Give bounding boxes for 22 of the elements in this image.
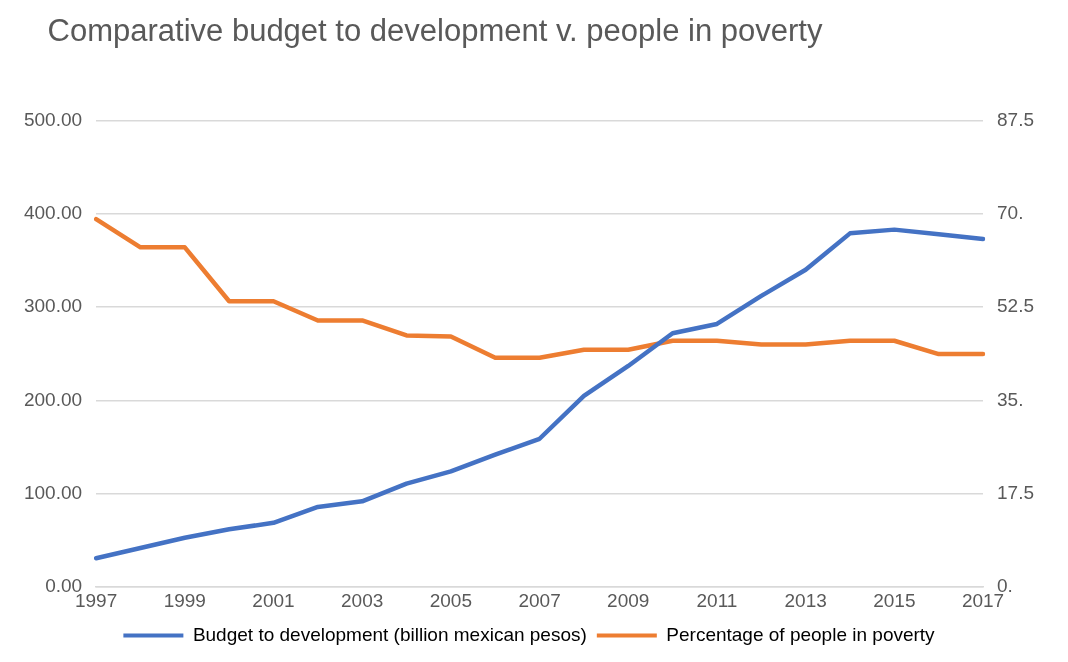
y2-tick-label: 87.5 [997, 108, 1034, 130]
y-tick-label: 400.00 [23, 201, 83, 223]
x-tick-label: 2007 [518, 589, 561, 611]
x-tick-label: 2009 [607, 589, 650, 611]
x-tick-label: 1999 [163, 589, 206, 611]
x-tick-label: 2001 [252, 589, 295, 611]
legend-label: Budget to development (billion mexican pesos) [192, 623, 587, 645]
y2-tick-label: 35. [997, 388, 1024, 410]
y-tick-label: 100.00 [23, 482, 83, 504]
y-tick-label: 300.00 [23, 295, 83, 317]
x-tick-label: 2011 [696, 589, 738, 611]
y-tick-label: 500.00 [23, 108, 83, 130]
x-tick-label: 2015 [873, 589, 916, 611]
legend-label: Percentage of people in poverty [666, 623, 936, 645]
y2-tick-label: 17.5 [997, 482, 1034, 504]
chart-title: Comparative budget to development v. people in poverty [46, 12, 824, 50]
x-tick-label: 2003 [341, 589, 384, 611]
x-tick-label: 2013 [784, 589, 827, 611]
y-tick-label: 200.00 [23, 388, 83, 410]
x-tick-label: 2005 [429, 589, 473, 611]
y2-tick-label: 70. [997, 201, 1024, 223]
y2-tick-label: 52.5 [997, 295, 1034, 317]
